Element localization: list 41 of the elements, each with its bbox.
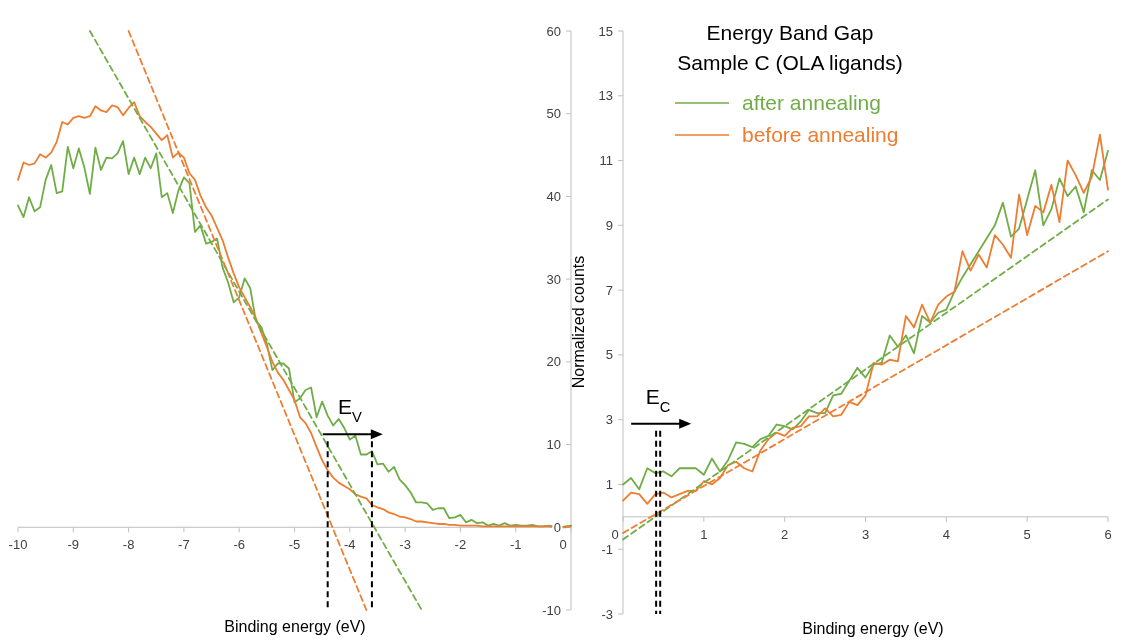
annotation: E$_{C}$: [645, 384, 671, 415]
y-tick-label: 13: [598, 88, 613, 104]
y-tick-label: 20: [546, 354, 561, 370]
x-tick-label: -6: [233, 537, 245, 553]
y-tick-label: 1: [605, 476, 613, 492]
x-tick-label: -1: [509, 537, 522, 553]
x-tick-label: 3: [861, 526, 870, 542]
x-tick-label: -5: [288, 537, 301, 553]
y-tick-label: 60: [546, 23, 561, 39]
x-tick-label: 5: [1023, 526, 1031, 542]
x-tick-label: -8: [122, 537, 135, 553]
x-tick-label: 1: [700, 526, 708, 542]
x-tick-label: -7: [178, 537, 190, 553]
annotation: E$_{V}$: [337, 395, 362, 426]
text: Sample C (OLA ligands): [677, 51, 903, 74]
chart-title: Energy Band Gap: [706, 21, 874, 44]
y-tick-label: 3: [605, 412, 613, 428]
x-axis-title: Binding energy (eV): [802, 620, 944, 637]
y-tick-label: 30: [546, 271, 561, 287]
y-tick-label: 15: [598, 23, 613, 39]
x-axis-title: Binding energy (eV): [224, 618, 366, 635]
y-tick-label: -3: [601, 606, 613, 622]
x-tick-label: 4: [942, 526, 950, 542]
y-tick-label: -10: [542, 602, 561, 618]
x-tick-label: -3: [399, 537, 411, 553]
x-tick-label: -2: [454, 537, 467, 553]
y-tick-label: 7: [605, 282, 613, 298]
y-tick-label: 40: [546, 188, 561, 204]
y-tick-label: 50: [546, 106, 561, 122]
legend-label: before annealing: [742, 123, 899, 147]
y-tick-label: 9: [605, 217, 613, 233]
x-tick-label: -4: [344, 537, 356, 553]
x-tick-label: 6: [1104, 526, 1112, 542]
y-tick-label: 10: [546, 437, 561, 453]
y-tick-label: 11: [599, 153, 613, 169]
x-tick-label: -9: [67, 537, 80, 553]
x-tick-label: 2: [781, 526, 789, 542]
y-tick-label: 5: [605, 347, 613, 363]
y-axis-title: Normalized counts: [570, 255, 587, 389]
x-tick-label: -10: [8, 537, 28, 553]
legend-label: after annealing: [742, 91, 881, 115]
